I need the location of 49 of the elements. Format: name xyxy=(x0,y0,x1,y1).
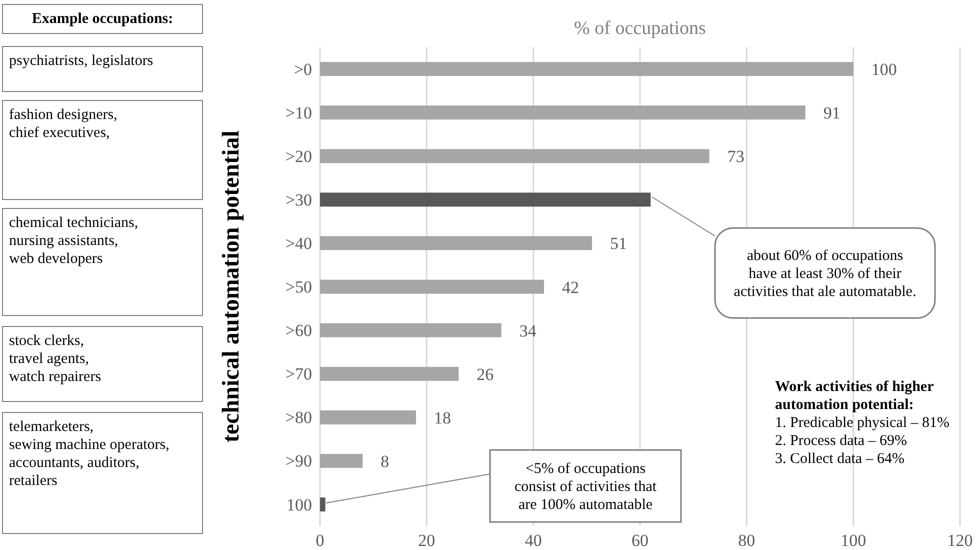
y-tick-label: >30 xyxy=(285,190,312,210)
annotation: about 60% of occupations have at least 30% of their activities that ale automatable. xyxy=(734,248,916,300)
y-tick-label: >0 xyxy=(294,60,312,79)
bar xyxy=(320,454,363,468)
y-tick-label: >60 xyxy=(285,321,312,340)
bar xyxy=(320,323,502,338)
text: psychiatrists, legislators xyxy=(9,52,154,70)
annotation: <5% of occupations consist of activities that are 100% automatable xyxy=(514,461,658,513)
data-label: 51 xyxy=(610,234,627,254)
y-tick-label: >20 xyxy=(285,146,312,166)
data-label: 34 xyxy=(519,321,537,340)
data-label: 26 xyxy=(476,364,494,384)
data-label: 42 xyxy=(562,278,579,297)
x-tick-label: 80 xyxy=(738,531,756,550)
chart-title: % of occupations xyxy=(573,18,707,40)
text: telemarketers, sewing machine operators, accountants, auditors, retailers xyxy=(9,418,170,490)
bar xyxy=(320,236,592,250)
x-tick-label: 0 xyxy=(316,531,324,550)
y-axis-title: technical automation potential xyxy=(218,130,245,442)
y-tick-label: >50 xyxy=(285,278,312,297)
bar xyxy=(320,366,459,381)
bar xyxy=(320,280,544,294)
x-tick-label: 120 xyxy=(947,531,973,550)
bar xyxy=(320,410,416,424)
bar xyxy=(320,497,326,512)
y-tick-label: >80 xyxy=(285,408,312,428)
x-tick-label: 40 xyxy=(524,531,542,550)
x-tick-label: 20 xyxy=(418,531,436,550)
y-tick-label: 100 xyxy=(286,495,312,514)
x-tick-label: 60 xyxy=(632,531,648,550)
data-label: 91 xyxy=(823,104,840,123)
data-label: 8 xyxy=(380,452,390,471)
text: Example occupations: xyxy=(30,10,174,28)
bar xyxy=(320,106,806,120)
data-label: 100 xyxy=(871,60,897,80)
text: fashion designers, chief executives, xyxy=(9,106,118,142)
bar xyxy=(320,192,651,207)
y-tick-label: >10 xyxy=(285,103,312,122)
y-tick-label: >90 xyxy=(285,452,312,471)
y-tick-label: >70 xyxy=(285,364,312,384)
bar xyxy=(320,149,710,164)
bar xyxy=(320,62,854,76)
text: chemical technicians, nursing assistants, web developers xyxy=(9,214,140,268)
y-tick-label: >40 xyxy=(285,234,312,253)
data-label: 18 xyxy=(434,408,451,428)
x-tick-label: 100 xyxy=(840,531,866,550)
data-label: 73 xyxy=(727,147,744,166)
annotation: Work activities of higher automation potential: 1. Predicable physical – 81% 2. Process data – 69% 3. Collect data – 64% xyxy=(775,378,951,468)
text: stock clerks, travel agents, watch repairers xyxy=(9,332,102,386)
